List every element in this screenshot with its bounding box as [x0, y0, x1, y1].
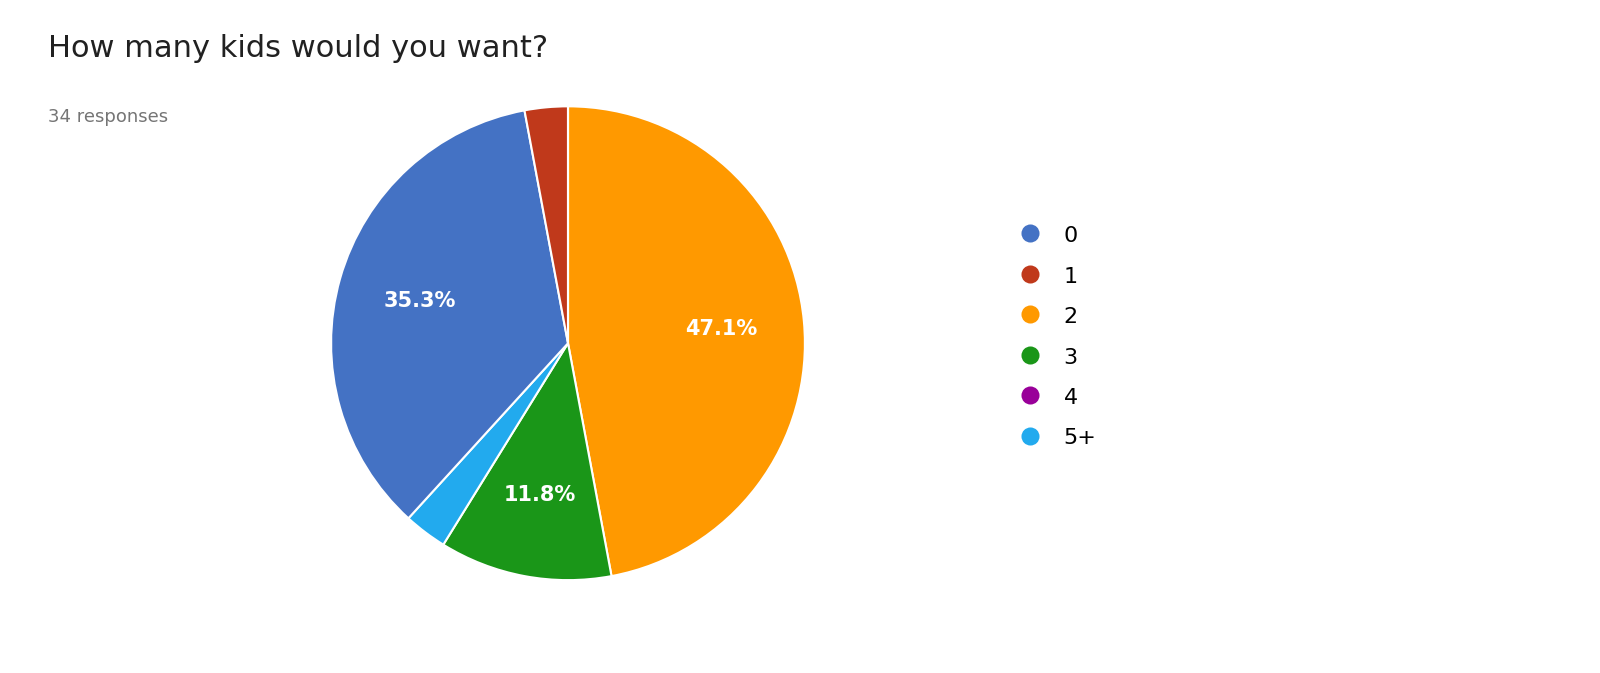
- Wedge shape: [443, 343, 611, 580]
- Text: 35.3%: 35.3%: [384, 291, 456, 311]
- Legend: 0, 1, 2, 3, 4, 5+: 0, 1, 2, 3, 4, 5+: [1019, 225, 1096, 448]
- Text: 34 responses: 34 responses: [48, 108, 168, 126]
- Text: 47.1%: 47.1%: [685, 319, 757, 339]
- Wedge shape: [568, 106, 805, 576]
- Wedge shape: [408, 343, 568, 544]
- Text: How many kids would you want?: How many kids would you want?: [48, 34, 549, 63]
- Text: 11.8%: 11.8%: [504, 485, 576, 505]
- Wedge shape: [525, 106, 568, 343]
- Wedge shape: [331, 110, 568, 518]
